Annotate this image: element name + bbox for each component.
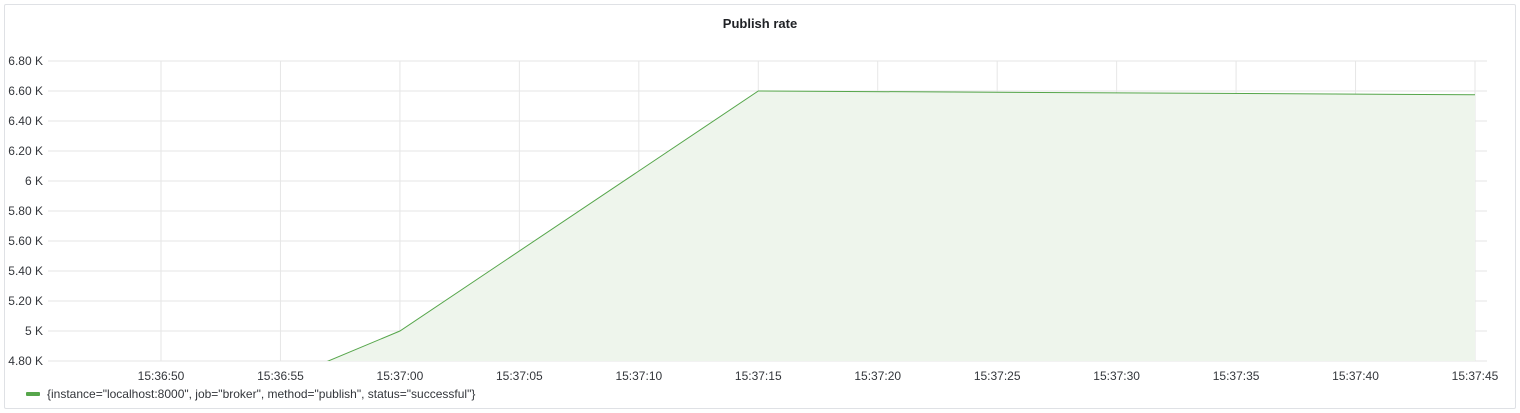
legend-label[interactable]: {instance="localhost:8000", job="broker"… — [47, 387, 476, 401]
x-tick-label: 15:37:40 — [1332, 369, 1379, 383]
y-tick-label: 4.80 K — [8, 354, 43, 368]
y-tick-label: 6 K — [25, 174, 43, 188]
x-tick-label: 15:37:10 — [615, 369, 662, 383]
y-tick-label: 6.40 K — [8, 114, 43, 128]
y-tick-label: 5.40 K — [8, 264, 43, 278]
x-axis-labels: 15:36:50 15:36:55 15:37:00 15:37:05 15:37:10… — [138, 369, 1499, 383]
x-tick-label: 15:37:35 — [1213, 369, 1260, 383]
legend[interactable]: {instance="localhost:8000", job="broker"… — [26, 387, 475, 401]
y-tick-label: 6.60 K — [8, 84, 43, 98]
y-tick-label: 5 K — [25, 324, 43, 338]
series-area-layer — [48, 91, 1475, 361]
x-tick-label: 15:37:20 — [854, 369, 901, 383]
y-axis-labels: 4.80 K 5 K 5.20 K 5.40 K 5.60 K 5.80 K 6 K 6.20… — [8, 54, 43, 368]
x-tick-label: 15:36:50 — [138, 369, 185, 383]
legend-color-swatch[interactable] — [26, 392, 40, 396]
x-tick-label: 15:37:05 — [496, 369, 543, 383]
x-tick-label: 15:37:15 — [735, 369, 782, 383]
x-tick-label: 15:37:25 — [974, 369, 1021, 383]
series-area-fill — [48, 91, 1475, 361]
series-line[interactable] — [42, 90, 1476, 413]
y-tick-label: 6.20 K — [8, 144, 43, 158]
y-tick-label: 5.60 K — [8, 234, 43, 248]
y-tick-label: 5.80 K — [8, 204, 43, 218]
series-line-layer[interactable] — [42, 90, 1476, 413]
x-tick-label: 15:37:00 — [377, 369, 424, 383]
x-tick-label: 15:37:45 — [1452, 369, 1499, 383]
panel-title[interactable]: Publish rate — [722, 16, 798, 31]
y-tick-label: 5.20 K — [8, 294, 43, 308]
y-tick-label: 6.80 K — [8, 54, 43, 68]
x-tick-label: 15:37:30 — [1093, 369, 1140, 383]
x-tick-label: 15:36:55 — [257, 369, 304, 383]
